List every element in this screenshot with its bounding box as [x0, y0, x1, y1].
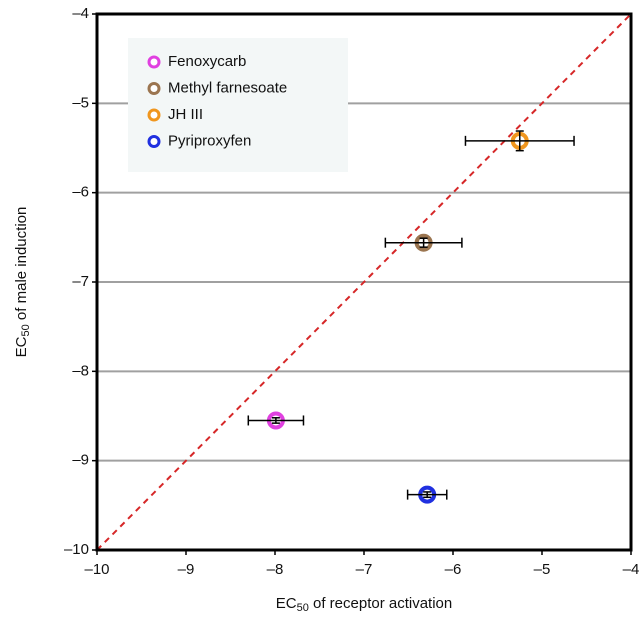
- legend-marker: [147, 135, 161, 148]
- y-tick-label: –5: [72, 94, 89, 111]
- legend-label: JH III: [168, 106, 203, 123]
- legend-marker: [147, 82, 161, 95]
- y-error-bar: [419, 237, 428, 248]
- y-tick-label: –4: [72, 5, 89, 22]
- identity-line: [96, 13, 632, 551]
- legend-label: Fenoxycarb: [168, 53, 246, 70]
- legend-label: Pyriproxyfen: [168, 132, 251, 149]
- y-tick-label: –10: [64, 541, 89, 558]
- x-tick-label: –5: [534, 561, 551, 578]
- y-tick-label: –8: [72, 362, 89, 379]
- plot-frame: [95, 12, 633, 552]
- legend-marker: [147, 55, 161, 69]
- y-error-bar: [423, 491, 432, 499]
- x-tick-label: –8: [267, 561, 284, 578]
- x-tick-label: –6: [445, 561, 462, 578]
- y-tick-label: –6: [72, 184, 89, 201]
- y-error-bar: [515, 130, 524, 152]
- legend-marker: [147, 108, 161, 122]
- x-tick-label: –10: [84, 561, 109, 578]
- y-axis-label: EC50 of male induction: [13, 207, 32, 358]
- x-tick-label: –7: [356, 561, 373, 578]
- y-tick-label: –9: [72, 452, 89, 469]
- x-tick-label: –4: [623, 561, 640, 578]
- x-tick-label: –9: [178, 561, 195, 578]
- legend-label: Methyl farnesoate: [168, 79, 287, 96]
- x-axis-label: EC50 of receptor activation: [276, 595, 453, 614]
- legend-box: [128, 38, 348, 172]
- y-tick-label: –7: [72, 273, 89, 290]
- y-error-bar: [271, 417, 280, 424]
